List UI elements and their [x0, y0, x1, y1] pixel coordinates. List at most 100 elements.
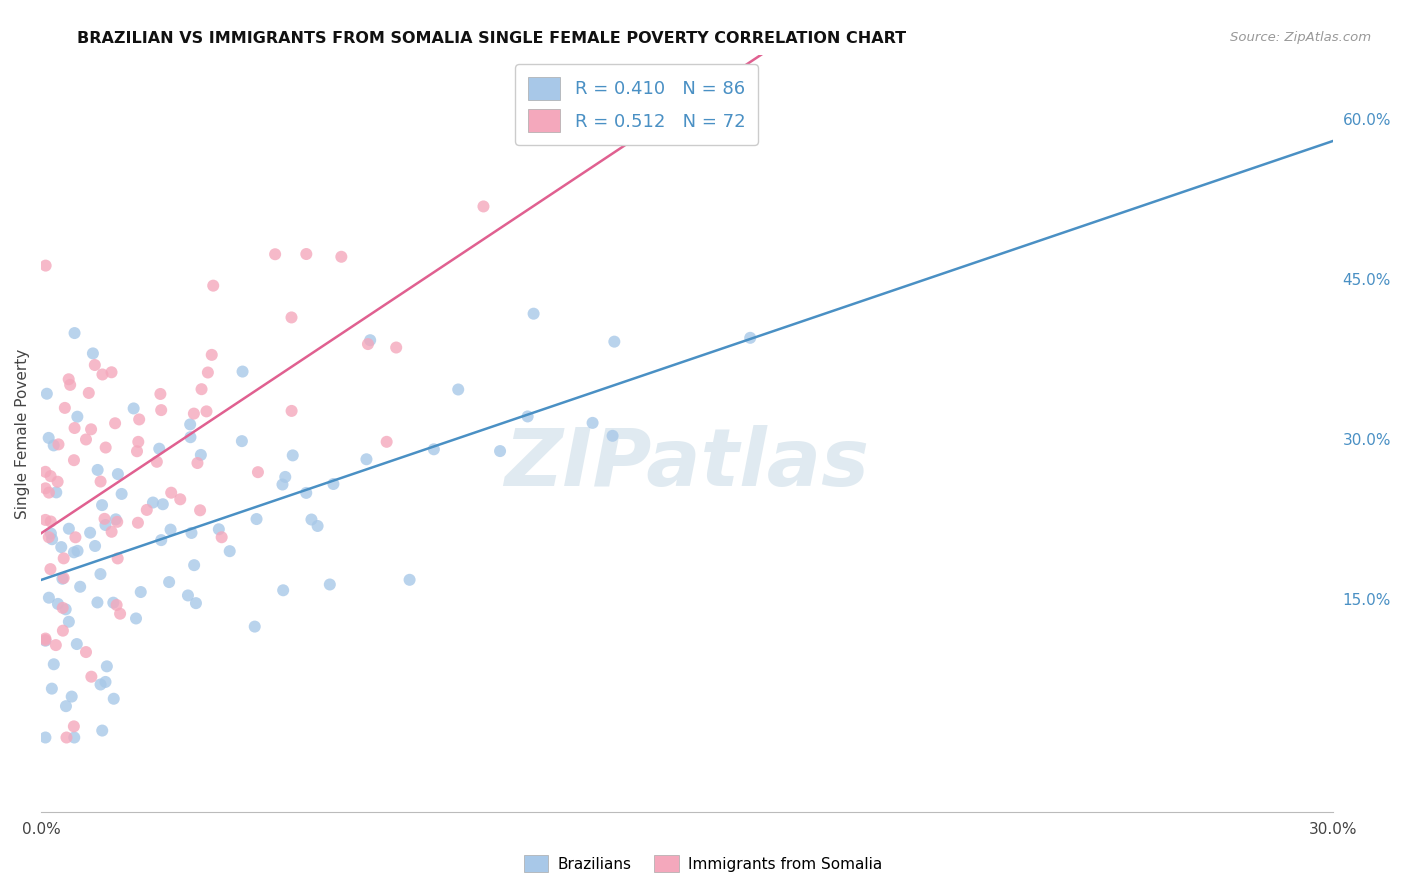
Point	[41, 533, 63, 547]
Point	[107, 467, 129, 481]
Point	[740, 331, 762, 345]
Point	[90, 677, 112, 691]
Point	[100, 524, 122, 539]
Point	[231, 434, 253, 449]
Point	[423, 442, 446, 457]
Point	[246, 465, 269, 479]
Point	[125, 611, 148, 625]
Point	[65, 530, 87, 544]
Point	[35, 386, 58, 401]
Point	[472, 199, 495, 213]
Point	[127, 434, 149, 449]
Point	[319, 577, 342, 591]
Point	[398, 573, 420, 587]
Point	[142, 495, 165, 509]
Point	[82, 346, 104, 360]
Point	[359, 333, 381, 347]
Text: ZIPatlas: ZIPatlas	[505, 425, 869, 503]
Point	[135, 503, 157, 517]
Point	[104, 512, 127, 526]
Point	[184, 596, 207, 610]
Point	[322, 477, 344, 491]
Point	[75, 645, 97, 659]
Point	[157, 575, 180, 590]
Point	[489, 444, 512, 458]
Point	[39, 515, 62, 529]
Point	[41, 681, 63, 696]
Point	[80, 422, 103, 436]
Point	[91, 368, 114, 382]
Point	[91, 723, 114, 738]
Point	[195, 404, 218, 418]
Point	[55, 699, 77, 714]
Point	[183, 558, 205, 573]
Point	[385, 341, 408, 355]
Point	[80, 670, 103, 684]
Point	[127, 516, 149, 530]
Point	[94, 441, 117, 455]
Point	[89, 567, 111, 582]
Point	[69, 580, 91, 594]
Point	[34, 633, 56, 648]
Point	[218, 544, 240, 558]
Point	[91, 498, 114, 512]
Y-axis label: Single Female Poverty: Single Female Poverty	[15, 349, 30, 519]
Point	[79, 525, 101, 540]
Point	[107, 551, 129, 566]
Point	[177, 589, 200, 603]
Legend: Brazilians, Immigrants from Somalia: Brazilians, Immigrants from Somalia	[516, 847, 890, 880]
Point	[58, 372, 80, 386]
Point	[34, 259, 56, 273]
Point	[63, 545, 86, 559]
Point	[58, 522, 80, 536]
Point	[86, 595, 108, 609]
Point	[447, 383, 470, 397]
Point	[150, 533, 173, 548]
Point	[46, 475, 69, 489]
Point	[197, 366, 219, 380]
Point	[48, 437, 70, 451]
Point	[183, 407, 205, 421]
Point	[111, 487, 134, 501]
Point	[60, 690, 83, 704]
Point	[96, 659, 118, 673]
Point	[280, 404, 302, 418]
Legend: R = 0.410   N = 86, R = 0.512   N = 72: R = 0.410 N = 86, R = 0.512 N = 72	[515, 64, 758, 145]
Point	[280, 310, 302, 325]
Point	[202, 278, 225, 293]
Point	[51, 572, 73, 586]
Point	[148, 442, 170, 456]
Point	[232, 365, 254, 379]
Point	[190, 382, 212, 396]
Point	[34, 465, 56, 479]
Point	[271, 477, 294, 491]
Point	[75, 433, 97, 447]
Point	[264, 247, 287, 261]
Point	[301, 512, 323, 526]
Point	[53, 401, 76, 415]
Point	[146, 455, 169, 469]
Point	[63, 731, 86, 745]
Point	[52, 571, 75, 585]
Point	[46, 597, 69, 611]
Point	[90, 475, 112, 489]
Point	[186, 456, 208, 470]
Point	[307, 519, 329, 533]
Text: Source: ZipAtlas.com: Source: ZipAtlas.com	[1230, 31, 1371, 45]
Point	[356, 452, 378, 467]
Point	[295, 486, 318, 500]
Point	[208, 522, 231, 536]
Point	[581, 416, 603, 430]
Point	[93, 512, 115, 526]
Point	[94, 518, 117, 533]
Point	[160, 485, 183, 500]
Text: BRAZILIAN VS IMMIGRANTS FROM SOMALIA SINGLE FEMALE POVERTY CORRELATION CHART: BRAZILIAN VS IMMIGRANTS FROM SOMALIA SIN…	[77, 31, 907, 46]
Point	[201, 348, 224, 362]
Point	[149, 387, 172, 401]
Point	[39, 562, 62, 576]
Point	[150, 403, 173, 417]
Point	[180, 525, 202, 540]
Point	[295, 247, 318, 261]
Point	[152, 497, 174, 511]
Point	[63, 719, 86, 733]
